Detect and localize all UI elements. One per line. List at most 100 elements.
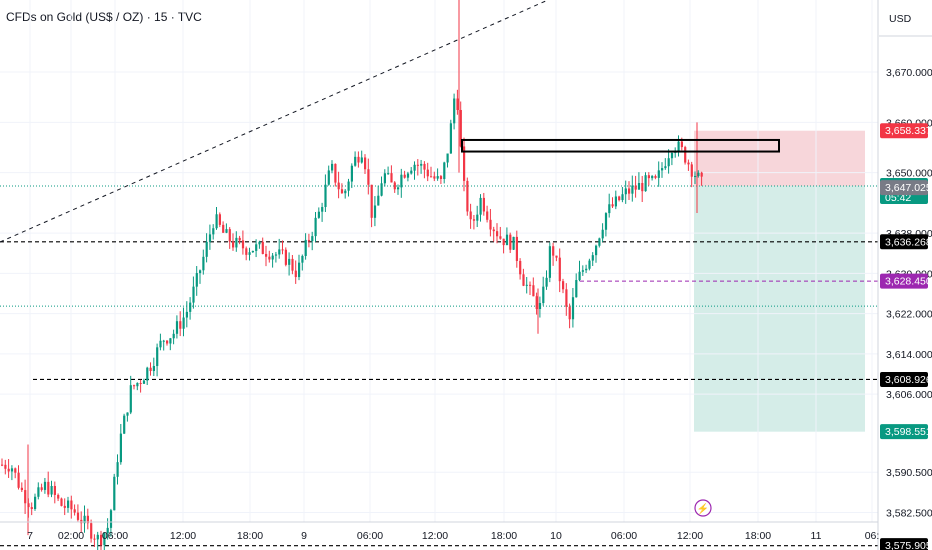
price-tag [880,234,928,250]
candle [410,170,413,174]
candle [182,317,185,329]
candle [172,333,175,339]
candle [116,462,119,477]
candle [469,211,472,220]
x-tick-label: 12:00 [170,530,196,542]
candle [581,270,584,272]
candle [284,249,287,265]
candle [383,173,386,184]
candle [433,176,436,179]
candle [311,236,314,242]
price-tag-label: 3,647.025 [885,182,932,194]
candle [406,173,410,178]
candle [241,240,245,249]
candle [185,311,188,318]
y-tick-label: 3,622.000 [886,309,932,321]
candle [265,253,268,257]
candle [476,214,479,221]
price-tags: 3,658.3373,647.35905:423,647.0253,636.26… [880,123,932,550]
candle [684,147,687,163]
candle [354,156,357,166]
candle [677,141,680,151]
candle [657,170,660,178]
candle [532,285,535,297]
candle [420,163,423,166]
candle [591,255,594,261]
y-tick-label: 3,590.500 [886,467,932,479]
candle [67,500,70,508]
candle [634,185,637,190]
candle [298,262,301,278]
candle [86,515,89,524]
candle [416,164,419,166]
candle [245,248,248,255]
x-tick-label: 06: [865,530,880,542]
candle [123,415,126,434]
candle [314,217,317,237]
price-tag [880,424,928,440]
candle [331,163,334,171]
candle [261,241,264,254]
candle [403,174,406,178]
candle [10,468,14,472]
candle [598,238,601,246]
candle [149,367,152,372]
candle [179,321,182,329]
candle [377,195,380,206]
candle [624,188,627,195]
candle [489,219,492,230]
candle [548,246,551,278]
candle [142,380,146,384]
candle [618,196,621,201]
candle [324,184,327,208]
candle [595,245,598,256]
candle [17,472,20,488]
candle [317,211,320,218]
candle [555,255,558,258]
candle [614,196,617,207]
x-tick-label: 12:00 [422,530,448,542]
candle [670,152,674,159]
candle [156,347,159,367]
candle [502,238,505,246]
x-tick-label: 9 [301,530,307,542]
candle [258,241,261,245]
candle [24,490,27,504]
candle [578,271,581,281]
price-tag [880,273,928,289]
candle [651,175,654,179]
price-tag [880,371,928,387]
candle [459,109,462,147]
candle [542,286,545,304]
candle [304,239,307,256]
candle [453,98,456,124]
candle [271,255,274,260]
candle [360,157,363,163]
candle [70,500,73,510]
candle [139,382,142,384]
candle [238,237,241,241]
candle [175,321,179,334]
price-tag-label: 3,636.268 [885,236,932,248]
candle [43,481,47,490]
candle [334,163,337,183]
candle [538,303,542,310]
x-tick-label: 11 [811,530,822,542]
candle [251,250,254,253]
candle [608,204,611,214]
candle [278,249,281,255]
candle [307,239,311,242]
candle [545,277,548,287]
candle [109,510,113,528]
candle [340,189,344,194]
candle [486,211,489,220]
candle [535,296,538,310]
candle [694,175,697,177]
candle [291,258,294,271]
candle [268,256,271,260]
lightning-icon: ⚡ [697,502,709,515]
candle [14,468,17,473]
candle [113,476,116,511]
candle [20,487,23,491]
